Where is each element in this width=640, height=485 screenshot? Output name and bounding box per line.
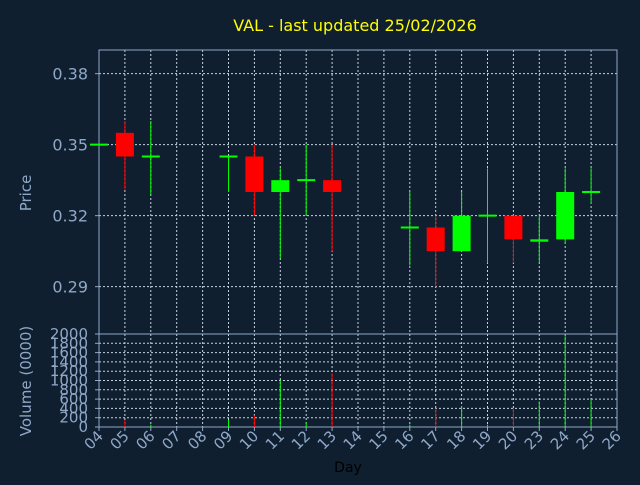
volume-y-tick-label: 1000: [50, 372, 88, 390]
candle-20: [504, 215, 523, 263]
candle-body: [556, 192, 575, 240]
candle-18: [452, 192, 471, 252]
candle-body: [452, 215, 471, 252]
candle-24: [556, 168, 575, 245]
price-y-axis-label: Price: [17, 175, 35, 212]
price-y-tick-label: 0.35: [52, 136, 88, 155]
candle-body: [115, 132, 134, 157]
price-y-tick-label: 0.32: [52, 207, 88, 226]
candle-10: [245, 144, 264, 216]
candle-17: [426, 215, 445, 287]
candle-body: [245, 156, 264, 192]
price-y-tick-label: 0.38: [52, 65, 88, 84]
candle-23: [530, 215, 549, 263]
candle-body: [504, 215, 523, 240]
candle-body: [426, 227, 445, 252]
candle-body: [323, 180, 342, 192]
price-y-tick-label: 0.29: [52, 278, 88, 297]
volume-y-tick-label: 1600: [50, 344, 88, 362]
volume-y-tick-label: 1400: [50, 353, 88, 371]
chart-title: VAL - last updated 25/02/2026: [233, 16, 477, 35]
volume-y-tick-label: 600: [59, 390, 88, 408]
x-axis-label: Day: [334, 460, 362, 476]
candle-body: [530, 239, 549, 242]
volume-y-tick-label: 400: [59, 399, 88, 417]
candle-16: [400, 192, 419, 266]
candle-05: [115, 121, 134, 190]
candle-19: [478, 168, 497, 263]
candle-11: [271, 168, 290, 259]
candle-body: [271, 180, 290, 192]
candle-13: [323, 144, 342, 252]
volume-y-tick-label: 1800: [50, 334, 88, 352]
volume-y-tick-label: 1200: [50, 362, 88, 380]
candle-25: [582, 168, 601, 204]
volume-y-tick-label: 800: [59, 381, 88, 399]
volume-y-tick-label: 0: [78, 418, 88, 436]
candlestick-series: [90, 121, 601, 287]
candle-09: [219, 155, 238, 192]
candle-12: [297, 144, 316, 216]
price-y-axis: 0.29 0.32 0.35 0.38: [52, 65, 99, 297]
volume-y-axis-label: Volume (0000): [17, 326, 35, 436]
volume-series: [124, 336, 592, 427]
volume-y-tick-label: 2000: [50, 325, 88, 343]
volume-y-tick-label: 200: [59, 409, 88, 427]
candle-06: [141, 121, 160, 195]
